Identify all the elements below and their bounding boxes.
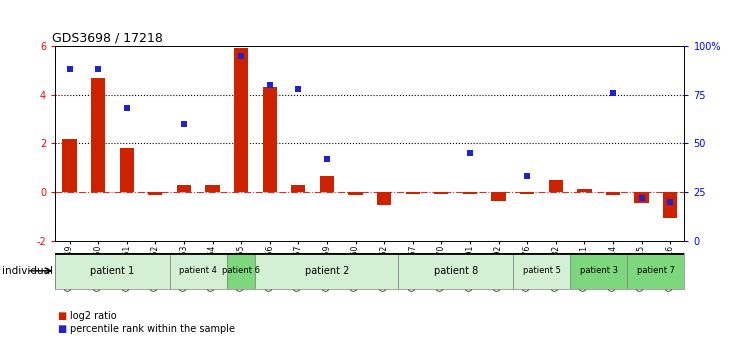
Bar <box>634 192 648 203</box>
Text: individual: individual <box>2 266 53 276</box>
Text: patient 4: patient 4 <box>180 266 217 275</box>
Bar <box>148 192 163 195</box>
Bar <box>463 192 477 194</box>
Bar <box>606 192 620 195</box>
Text: patient 7: patient 7 <box>637 266 675 275</box>
Bar <box>627 253 684 289</box>
Bar <box>348 192 363 195</box>
Bar <box>406 192 420 194</box>
Bar <box>63 138 77 192</box>
Text: patient 3: patient 3 <box>580 266 618 275</box>
Bar <box>55 253 169 289</box>
Bar <box>520 192 534 194</box>
Bar <box>577 189 592 192</box>
Bar <box>513 253 570 289</box>
Text: patient 5: patient 5 <box>523 266 560 275</box>
Bar <box>169 253 227 289</box>
Text: patient 8: patient 8 <box>434 266 478 276</box>
Text: log2 ratio: log2 ratio <box>70 311 116 321</box>
Bar <box>119 148 134 192</box>
Bar <box>177 185 191 192</box>
Bar <box>205 185 219 192</box>
Bar <box>319 176 334 192</box>
Bar <box>398 253 513 289</box>
Bar <box>91 78 105 192</box>
Text: patient 6: patient 6 <box>222 266 260 275</box>
Bar <box>377 192 392 205</box>
Text: patient 2: patient 2 <box>305 266 349 276</box>
Bar <box>663 192 677 218</box>
Text: GDS3698 / 17218: GDS3698 / 17218 <box>52 32 163 45</box>
Text: percentile rank within the sample: percentile rank within the sample <box>70 324 235 334</box>
Bar <box>227 253 255 289</box>
Bar <box>492 192 506 201</box>
Bar <box>434 192 448 194</box>
Bar <box>570 253 627 289</box>
Bar <box>291 185 305 192</box>
Bar <box>255 253 398 289</box>
Bar <box>548 180 563 192</box>
Text: ■: ■ <box>57 311 67 321</box>
Bar <box>263 87 277 192</box>
Bar <box>234 48 248 192</box>
Text: patient 1: patient 1 <box>91 266 135 276</box>
Text: ■: ■ <box>57 324 67 334</box>
